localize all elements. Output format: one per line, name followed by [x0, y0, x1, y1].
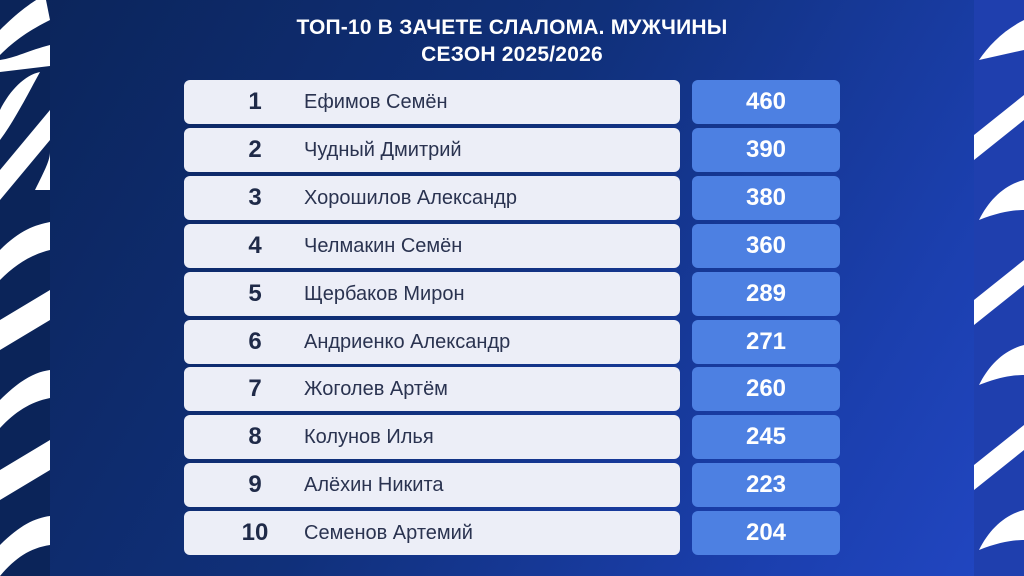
rank: 1 — [248, 88, 262, 115]
rank: 3 — [248, 183, 262, 211]
table-row: 5 Щербаков Мирон 289 — [184, 271, 840, 316]
points: 204 — [692, 511, 840, 556]
athlete-name: Семенов Артемий — [304, 522, 473, 545]
points: 460 — [692, 80, 840, 124]
rank: 9 — [248, 471, 262, 499]
table-row: 4 Челмакин Семён 360 — [184, 223, 840, 268]
name-box: 3 Хорошилов Александр — [184, 175, 680, 220]
rank: 6 — [248, 327, 262, 355]
name-box: 8 Колунов Илья — [184, 415, 680, 460]
athlete-name: Хорошилов Александр — [304, 186, 517, 209]
points: 289 — [692, 271, 840, 316]
rank: 8 — [248, 423, 262, 451]
athlete-name: Колунов Илья — [304, 426, 434, 449]
table-row: 10 Семенов Артемий 204 — [184, 511, 840, 556]
page-title: ТОП-10 В ЗАЧЕТЕ СЛАЛОМА. МУЖЧИНЫ СЕЗОН 2… — [0, 14, 1024, 68]
table-row: 6 Андриенко Александр 271 — [184, 319, 840, 364]
decorative-swoosh-right — [974, 0, 1024, 576]
name-box: 9 Алёхин Никита — [184, 463, 680, 508]
table-row: 8 Колунов Илья 245 — [184, 415, 840, 460]
athlete-name: Челмакин Семён — [304, 234, 463, 257]
name-box: 5 Щербаков Мирон — [184, 271, 680, 316]
name-box: 10 Семенов Артемий — [184, 511, 680, 556]
athlete-name: Чудный Дмитрий — [304, 138, 462, 161]
athlete-name: Андриенко Александр — [304, 330, 511, 353]
table-row: 3 Хорошилов Александр 380 — [184, 175, 840, 220]
rank: 4 — [248, 231, 262, 259]
points: 360 — [692, 223, 840, 268]
name-box: 4 Челмакин Семён — [184, 223, 680, 268]
rank: 5 — [248, 279, 262, 307]
name-box: 1 Ефимов Семён — [184, 80, 680, 124]
table-row: 9 Алёхин Никита 223 — [184, 463, 840, 508]
points: 380 — [692, 175, 840, 220]
table-row: 2 Чудный Дмитрий 390 — [184, 127, 840, 172]
table-row: 1 Ефимов Семён 460 — [184, 80, 840, 124]
points: 245 — [692, 415, 840, 460]
athlete-name: Щербаков Мирон — [304, 282, 465, 305]
athlete-name: Алёхин Никита — [304, 474, 444, 497]
decorative-swoosh-left — [0, 0, 50, 576]
name-box: 6 Андриенко Александр — [184, 319, 680, 364]
rank: 10 — [241, 519, 269, 547]
points: 260 — [692, 367, 840, 412]
points: 223 — [692, 463, 840, 508]
athlete-name: Ефимов Семён — [304, 91, 448, 113]
rank: 2 — [248, 135, 262, 163]
title-line-1: ТОП-10 В ЗАЧЕТЕ СЛАЛОМА. МУЖЧИНЫ — [296, 16, 728, 39]
name-box: 7 Жоголев Артём — [184, 367, 680, 412]
points: 271 — [692, 319, 840, 364]
points: 390 — [692, 127, 840, 172]
name-box: 2 Чудный Дмитрий — [184, 127, 680, 172]
table-row: 7 Жоголев Артём 260 — [184, 367, 840, 412]
rank: 7 — [248, 375, 262, 403]
athlete-name: Жоголев Артём — [304, 378, 448, 401]
title-line-2: СЕЗОН 2025/2026 — [421, 43, 603, 66]
